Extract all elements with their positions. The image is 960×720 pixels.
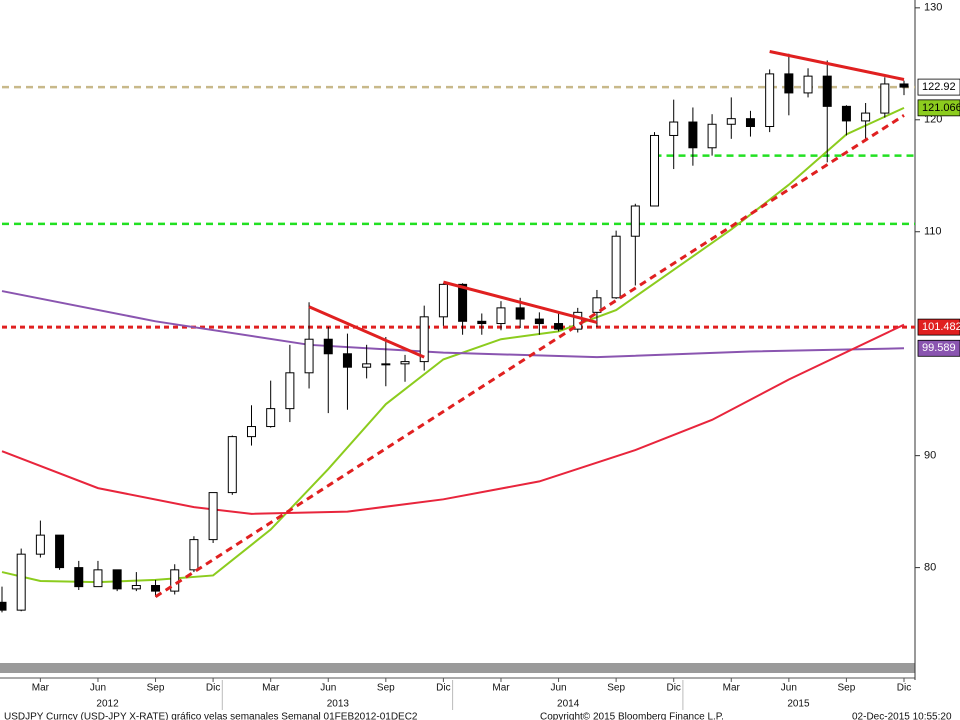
footer-copyright: Copyright© 2015 Bloomberg Finance L.P. — [540, 712, 724, 720]
candle-body — [208, 492, 218, 541]
y-tick-label: 120 — [924, 114, 942, 126]
candle-body — [515, 307, 525, 320]
lower-band — [0, 663, 915, 673]
candle-body — [765, 73, 775, 128]
candle-body — [16, 553, 26, 611]
y-tick-label: 80 — [924, 562, 936, 574]
candle-body — [534, 318, 544, 325]
x-tick-label: Jun — [90, 683, 106, 694]
x-tick-label: Dic — [666, 683, 680, 694]
candle-body — [151, 585, 161, 592]
last-value-box — [917, 78, 960, 96]
y-tick-label: 90 — [924, 450, 936, 462]
x-tick-label: Mar — [262, 683, 280, 694]
candle-body — [112, 569, 122, 590]
candle-body — [35, 534, 45, 555]
trend-line — [154, 114, 905, 598]
candle-body — [74, 567, 84, 588]
x-tick-label: Dic — [897, 683, 911, 694]
candle-body — [323, 338, 333, 355]
candle-body — [726, 118, 736, 125]
trend-line — [769, 50, 905, 81]
candle-body — [707, 123, 717, 149]
candle-body — [803, 75, 813, 94]
candle-body — [745, 118, 755, 128]
last-value-box — [917, 339, 960, 357]
candle-body — [784, 73, 794, 94]
x-tick-label: Mar — [32, 683, 50, 694]
year-label: 2014 — [557, 699, 580, 710]
candle-body — [246, 426, 256, 438]
last-value-box — [917, 99, 960, 117]
candle-body — [611, 235, 621, 299]
x-tick-label: Jun — [550, 683, 566, 694]
candle-body — [861, 112, 871, 122]
candle-body — [419, 316, 429, 363]
candle-body — [592, 297, 602, 313]
candle-body — [131, 585, 141, 590]
candle-body — [650, 134, 660, 207]
candle-body — [438, 283, 448, 318]
x-tick-label: Sep — [147, 683, 165, 694]
trend-line — [308, 305, 425, 359]
trend-line — [443, 280, 598, 324]
year-label: 2012 — [96, 699, 119, 710]
year-label: 2015 — [787, 699, 810, 710]
last-value-label: 101.482 — [922, 321, 960, 333]
candle-body — [55, 534, 65, 569]
candle-body — [573, 311, 583, 330]
candle-body — [458, 283, 468, 322]
candle-body — [841, 105, 851, 122]
candle-body — [285, 372, 295, 410]
footer-timestamp: 02-Dec-2015 10:55:20 — [852, 712, 952, 720]
x-tick-label: Dic — [206, 683, 220, 694]
candle-body — [880, 83, 890, 114]
candle-body — [189, 539, 199, 571]
candle-body — [899, 83, 909, 88]
candle-body — [669, 121, 679, 136]
footer-description: USDJPY Curncy (USD-JPY X-RATE) gráfico v… — [4, 712, 418, 720]
candle-body — [93, 569, 103, 588]
y-tick-label: 130 — [924, 2, 942, 14]
candle-body — [630, 205, 640, 237]
moving-average — [1, 323, 905, 515]
candle-body — [362, 363, 372, 368]
candle-body — [554, 323, 564, 330]
candle-body — [688, 121, 698, 149]
candle-body — [822, 75, 832, 107]
candle-body — [266, 408, 276, 428]
x-tick-label: Mar — [723, 683, 741, 694]
x-tick-label: Sep — [607, 683, 625, 694]
last-value-box — [917, 318, 960, 336]
x-tick-label: Jun — [320, 683, 336, 694]
candle-body — [400, 361, 410, 365]
candle-body — [381, 363, 391, 366]
candle-body — [342, 353, 352, 368]
candle-body — [0, 601, 7, 611]
candle-body — [496, 307, 506, 325]
x-tick-label: Sep — [377, 683, 395, 694]
x-tick-label: Jun — [781, 683, 797, 694]
last-value-label: 122.92 — [922, 81, 956, 93]
x-tick-label: Dic — [436, 683, 450, 694]
year-label: 2013 — [327, 699, 350, 710]
last-value-label: 121.066 — [922, 102, 960, 114]
last-value-label: 99.589 — [922, 342, 956, 354]
plot — [0, 50, 915, 613]
x-tick-label: Sep — [838, 683, 856, 694]
y-tick-label: 110 — [924, 226, 942, 238]
candle-body — [304, 338, 314, 374]
moving-average — [1, 290, 905, 359]
candle-body — [477, 320, 487, 325]
x-tick-label: Mar — [492, 683, 510, 694]
candle-body — [227, 436, 237, 494]
